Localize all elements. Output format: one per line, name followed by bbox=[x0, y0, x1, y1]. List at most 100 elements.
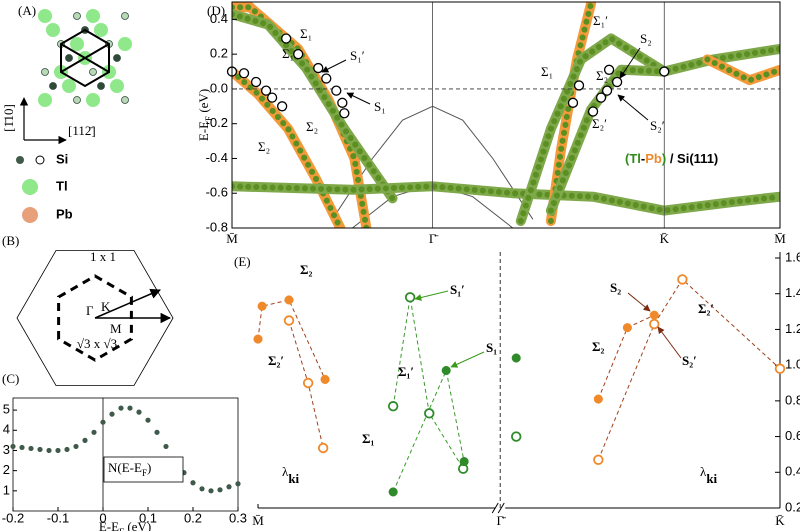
plot-frame bbox=[231, 1, 781, 229]
lambda-point bbox=[649, 310, 659, 320]
legend-text: Si bbox=[56, 151, 68, 166]
dos-point bbox=[55, 447, 61, 454]
x-axis-label-tail: (eV) bbox=[124, 519, 151, 531]
cell-line bbox=[60, 43, 110, 73]
y-tick-label: 4 bbox=[3, 422, 10, 437]
y-axis-label-sub: F bbox=[204, 116, 214, 121]
k-arrow bbox=[94, 288, 161, 319]
lambda-point bbox=[404, 292, 416, 303]
panel-label: (E) bbox=[234, 254, 251, 269]
bz-label: K bbox=[101, 299, 111, 314]
tl-atom bbox=[86, 93, 100, 107]
state-marker bbox=[567, 97, 579, 108]
tl-atom bbox=[70, 37, 84, 51]
annotation: Σ₂′ bbox=[698, 301, 714, 316]
annotation: Σ₁ bbox=[300, 26, 312, 41]
lambda-label: λki bbox=[282, 464, 300, 487]
y-tick-label: 3 bbox=[3, 442, 10, 457]
legend: (Tl-Pb) / Si(111) bbox=[625, 151, 718, 166]
x-tick-label: M̄ bbox=[252, 513, 264, 528]
dos-point bbox=[37, 446, 43, 453]
dos-point bbox=[199, 486, 205, 492]
y-tick-label: -0.6 bbox=[206, 185, 228, 200]
legend-si bbox=[35, 155, 45, 165]
annotation: S₂′ bbox=[682, 353, 697, 368]
dos-point bbox=[217, 487, 223, 493]
panel-label: (B) bbox=[2, 233, 19, 248]
bz-label: M bbox=[110, 321, 122, 336]
lambda-point bbox=[284, 295, 294, 305]
state-marker bbox=[587, 106, 599, 117]
lambda-point bbox=[387, 401, 399, 412]
lambda-point bbox=[283, 315, 295, 326]
lambda-point bbox=[302, 377, 314, 389]
y-tick-label: 0.6 bbox=[785, 428, 800, 443]
y-tick-label: 0.8 bbox=[785, 392, 800, 407]
state-marker bbox=[266, 92, 278, 103]
y-tick-label: 5 bbox=[3, 402, 10, 417]
x-tick-label: K̄ bbox=[775, 513, 785, 528]
state-marker bbox=[313, 62, 324, 74]
y-tick-label: 0.2 bbox=[210, 46, 228, 61]
tl-atom bbox=[94, 23, 108, 37]
annotation-arrow bbox=[627, 292, 651, 312]
annotation-arrow bbox=[346, 92, 371, 105]
dos-point bbox=[226, 484, 232, 490]
annotation: S₁ bbox=[374, 99, 386, 114]
y-tick-label: -0.2 bbox=[206, 115, 228, 130]
annotation-arrow bbox=[657, 326, 682, 359]
annotation: Σ₂ bbox=[300, 262, 312, 277]
annotation: Σ₂ bbox=[258, 139, 270, 154]
lambda-point bbox=[622, 323, 632, 333]
dos-point bbox=[163, 443, 169, 450]
si-atom bbox=[121, 12, 129, 20]
y-tick-label: 2 bbox=[3, 462, 10, 477]
lambda-point bbox=[677, 274, 688, 285]
legend-pb bbox=[22, 207, 38, 223]
plot-frame bbox=[12, 397, 239, 512]
lambda-label: λki bbox=[700, 464, 718, 487]
direction-label: [112̄] bbox=[68, 123, 96, 138]
state-marker bbox=[659, 66, 670, 77]
dos-point bbox=[235, 481, 241, 487]
lambda-point bbox=[774, 363, 786, 374]
y-tick-label: 0.4 bbox=[785, 464, 800, 479]
y-tick-label: 0.4 bbox=[210, 11, 228, 26]
link-line bbox=[392, 368, 465, 493]
legend-si bbox=[16, 156, 24, 164]
fat-band-beads bbox=[232, 68, 344, 228]
dos-point bbox=[100, 419, 106, 425]
lambda-point bbox=[441, 365, 451, 376]
x-tick-label: M̄ bbox=[774, 231, 786, 246]
tl-atom bbox=[118, 37, 132, 51]
lambda-point bbox=[511, 431, 522, 442]
legend-tl bbox=[22, 179, 38, 195]
lambda-point bbox=[649, 318, 660, 330]
annotation-main: N(E-E bbox=[108, 460, 142, 475]
legend-part: ) bbox=[662, 151, 666, 166]
legend-text: Pb bbox=[56, 206, 73, 221]
dos-point bbox=[64, 446, 70, 453]
x-tick-label: -0.2 bbox=[2, 510, 24, 525]
y-tick-label: 1.0 bbox=[785, 357, 800, 372]
bz-1x1 bbox=[16, 250, 174, 386]
y-tick-label: 1.4 bbox=[785, 285, 800, 300]
bz-r3 bbox=[57, 274, 133, 362]
y-tick-label: 1.2 bbox=[785, 321, 800, 336]
x-axis-label: E-EF (eV) bbox=[99, 519, 151, 531]
dos-point bbox=[82, 437, 88, 443]
dos-point bbox=[19, 444, 25, 451]
fat-band-beads bbox=[704, 56, 780, 84]
annotation: Σ₁ bbox=[362, 431, 374, 446]
annotation: Σ₁′ bbox=[398, 364, 414, 379]
si-atom bbox=[49, 82, 57, 90]
y-axis-label-tail: (eV) bbox=[196, 89, 211, 116]
dos-point bbox=[208, 488, 214, 494]
x-tick-label: 0 bbox=[99, 510, 106, 525]
si-atom bbox=[97, 82, 105, 90]
lambda-point bbox=[317, 442, 329, 454]
fat-band-beads bbox=[547, 66, 668, 214]
annotation: S₂′ bbox=[650, 118, 665, 133]
dos-point bbox=[73, 443, 79, 450]
